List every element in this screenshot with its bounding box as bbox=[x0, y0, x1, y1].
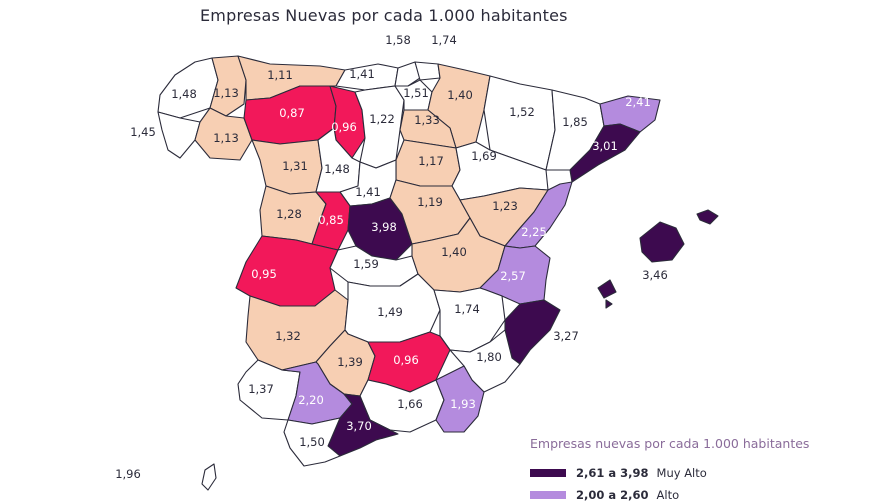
value-label-palencia: 0,96 bbox=[331, 120, 357, 134]
value-label-albacete: 1,74 bbox=[454, 302, 480, 316]
value-label-murcia: 1,80 bbox=[476, 350, 502, 364]
value-label-lleida: 1,85 bbox=[562, 115, 588, 129]
legend-title: Empresas nuevas por cada 1.000 habitante… bbox=[530, 436, 810, 451]
province-albacete[interactable] bbox=[433, 287, 506, 353]
value-label-zaragoza: 1,69 bbox=[471, 149, 497, 163]
value-label-bizkaia: 1,58 bbox=[385, 33, 411, 47]
value-label-alicante: 3,27 bbox=[553, 329, 579, 343]
legend-item-alto: 2,00 a 2,60 Alto bbox=[530, 488, 679, 502]
value-label-castellon: 2,25 bbox=[521, 225, 547, 239]
value-label-guadalajara: 1,19 bbox=[417, 195, 443, 209]
value-label-teruel: 1,23 bbox=[492, 199, 518, 213]
value-label-cantabria: 1,41 bbox=[349, 67, 375, 81]
value-label-almeria: 1,93 bbox=[450, 397, 476, 411]
value-label-burgos: 1,22 bbox=[369, 112, 395, 126]
province-baleares[interactable] bbox=[597, 209, 719, 309]
legend-swatch bbox=[530, 491, 566, 499]
legend-label: Alto bbox=[656, 488, 680, 502]
legend-swatch bbox=[530, 469, 566, 477]
value-label-gipuzkoa: 1,74 bbox=[431, 33, 457, 47]
value-label-alava: 1,51 bbox=[403, 86, 429, 100]
value-label-navarra: 1,40 bbox=[447, 88, 473, 102]
province-alicante[interactable] bbox=[504, 299, 561, 365]
value-label-caceres: 0,95 bbox=[251, 267, 277, 281]
value-label-la-rioja: 1,33 bbox=[414, 113, 440, 127]
value-label-pontevedra: 1,45 bbox=[130, 125, 156, 139]
value-label-canarias: 1,96 bbox=[115, 467, 141, 481]
value-label-sevilla: 2,20 bbox=[298, 393, 324, 407]
value-label-zamora: 1,31 bbox=[282, 159, 308, 173]
value-label-lugo: 1,13 bbox=[213, 86, 239, 100]
value-label-madrid: 3,98 bbox=[371, 220, 397, 234]
value-label-ourense: 1,13 bbox=[213, 131, 239, 145]
legend-item-muy-alto: 2,61 a 3,98 Muy Alto bbox=[530, 466, 707, 480]
province-malaga[interactable] bbox=[327, 393, 399, 457]
value-label-barcelona: 3,01 bbox=[592, 139, 618, 153]
value-label-jaen: 0,96 bbox=[393, 353, 419, 367]
value-label-badajoz: 1,32 bbox=[275, 329, 301, 343]
value-label-baleares: 3,46 bbox=[642, 268, 668, 282]
value-label-girona: 2,41 bbox=[625, 95, 651, 109]
province-canarias[interactable] bbox=[201, 463, 217, 491]
map-title: Empresas Nuevas por cada 1.000 habitante… bbox=[200, 6, 568, 25]
value-label-a-coruna: 1,48 bbox=[171, 87, 197, 101]
value-label-granada: 1,66 bbox=[397, 397, 423, 411]
value-label-segovia: 1,41 bbox=[355, 185, 381, 199]
value-label-leon: 0,87 bbox=[279, 106, 305, 120]
value-label-malaga: 3,70 bbox=[346, 419, 372, 433]
value-label-huelva: 1,37 bbox=[248, 382, 274, 396]
value-label-valencia: 2,57 bbox=[500, 269, 526, 283]
province-madrid[interactable] bbox=[347, 197, 413, 261]
province-pontevedra[interactable] bbox=[157, 111, 201, 159]
value-label-soria: 1,17 bbox=[418, 154, 444, 168]
value-label-avila: 0,85 bbox=[318, 213, 344, 227]
province-gipuzkoa[interactable] bbox=[414, 61, 441, 81]
value-label-asturias: 1,11 bbox=[267, 68, 293, 82]
value-label-huesca: 1,52 bbox=[509, 105, 535, 119]
value-label-cordoba: 1,39 bbox=[337, 355, 363, 369]
legend-label: Muy Alto bbox=[656, 466, 707, 480]
province-bizkaia[interactable] bbox=[394, 61, 421, 87]
value-label-valladolid: 1,48 bbox=[324, 162, 350, 176]
value-label-salamanca: 1,28 bbox=[276, 207, 302, 221]
value-label-cadiz: 1,50 bbox=[299, 435, 325, 449]
province-almeria[interactable] bbox=[435, 365, 485, 433]
legend-range: 2,61 a 3,98 bbox=[576, 466, 649, 480]
value-label-toledo: 1,59 bbox=[353, 257, 379, 271]
province-cadiz[interactable] bbox=[283, 417, 341, 467]
legend-range: 2,00 a 2,60 bbox=[576, 488, 649, 502]
value-label-cuenca: 1,40 bbox=[441, 245, 467, 259]
province-barcelona[interactable] bbox=[569, 123, 641, 183]
value-label-ciudad-real: 1,49 bbox=[377, 305, 403, 319]
